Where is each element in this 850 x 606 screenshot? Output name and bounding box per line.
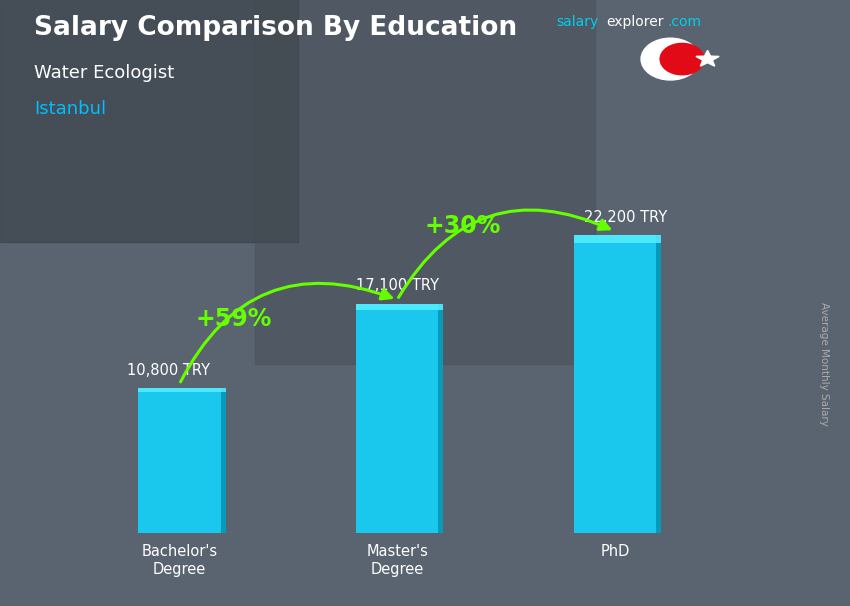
- Text: Average Monthly Salary: Average Monthly Salary: [819, 302, 829, 425]
- Text: .com: .com: [667, 15, 701, 29]
- Text: salary: salary: [557, 15, 599, 29]
- Bar: [221, 388, 225, 533]
- Text: +59%: +59%: [196, 307, 272, 331]
- Bar: [656, 235, 661, 533]
- Bar: [0, 0, 298, 242]
- Bar: [574, 235, 661, 243]
- Circle shape: [641, 38, 700, 80]
- Text: 10,800 TRY: 10,800 TRY: [127, 362, 210, 378]
- Bar: [138, 388, 225, 392]
- Circle shape: [660, 44, 704, 75]
- Polygon shape: [696, 50, 719, 66]
- Text: explorer: explorer: [606, 15, 664, 29]
- Bar: [574, 235, 656, 533]
- Text: 22,200 TRY: 22,200 TRY: [584, 210, 667, 225]
- Bar: [138, 388, 221, 533]
- Text: Salary Comparison By Education: Salary Comparison By Education: [34, 15, 517, 41]
- Bar: [355, 304, 439, 533]
- Bar: [355, 304, 444, 310]
- Text: Istanbul: Istanbul: [34, 100, 106, 118]
- Text: Water Ecologist: Water Ecologist: [34, 64, 174, 82]
- Bar: [255, 0, 595, 364]
- Text: +30%: +30%: [424, 214, 501, 238]
- Text: 17,100 TRY: 17,100 TRY: [355, 278, 439, 293]
- Bar: [439, 304, 444, 533]
